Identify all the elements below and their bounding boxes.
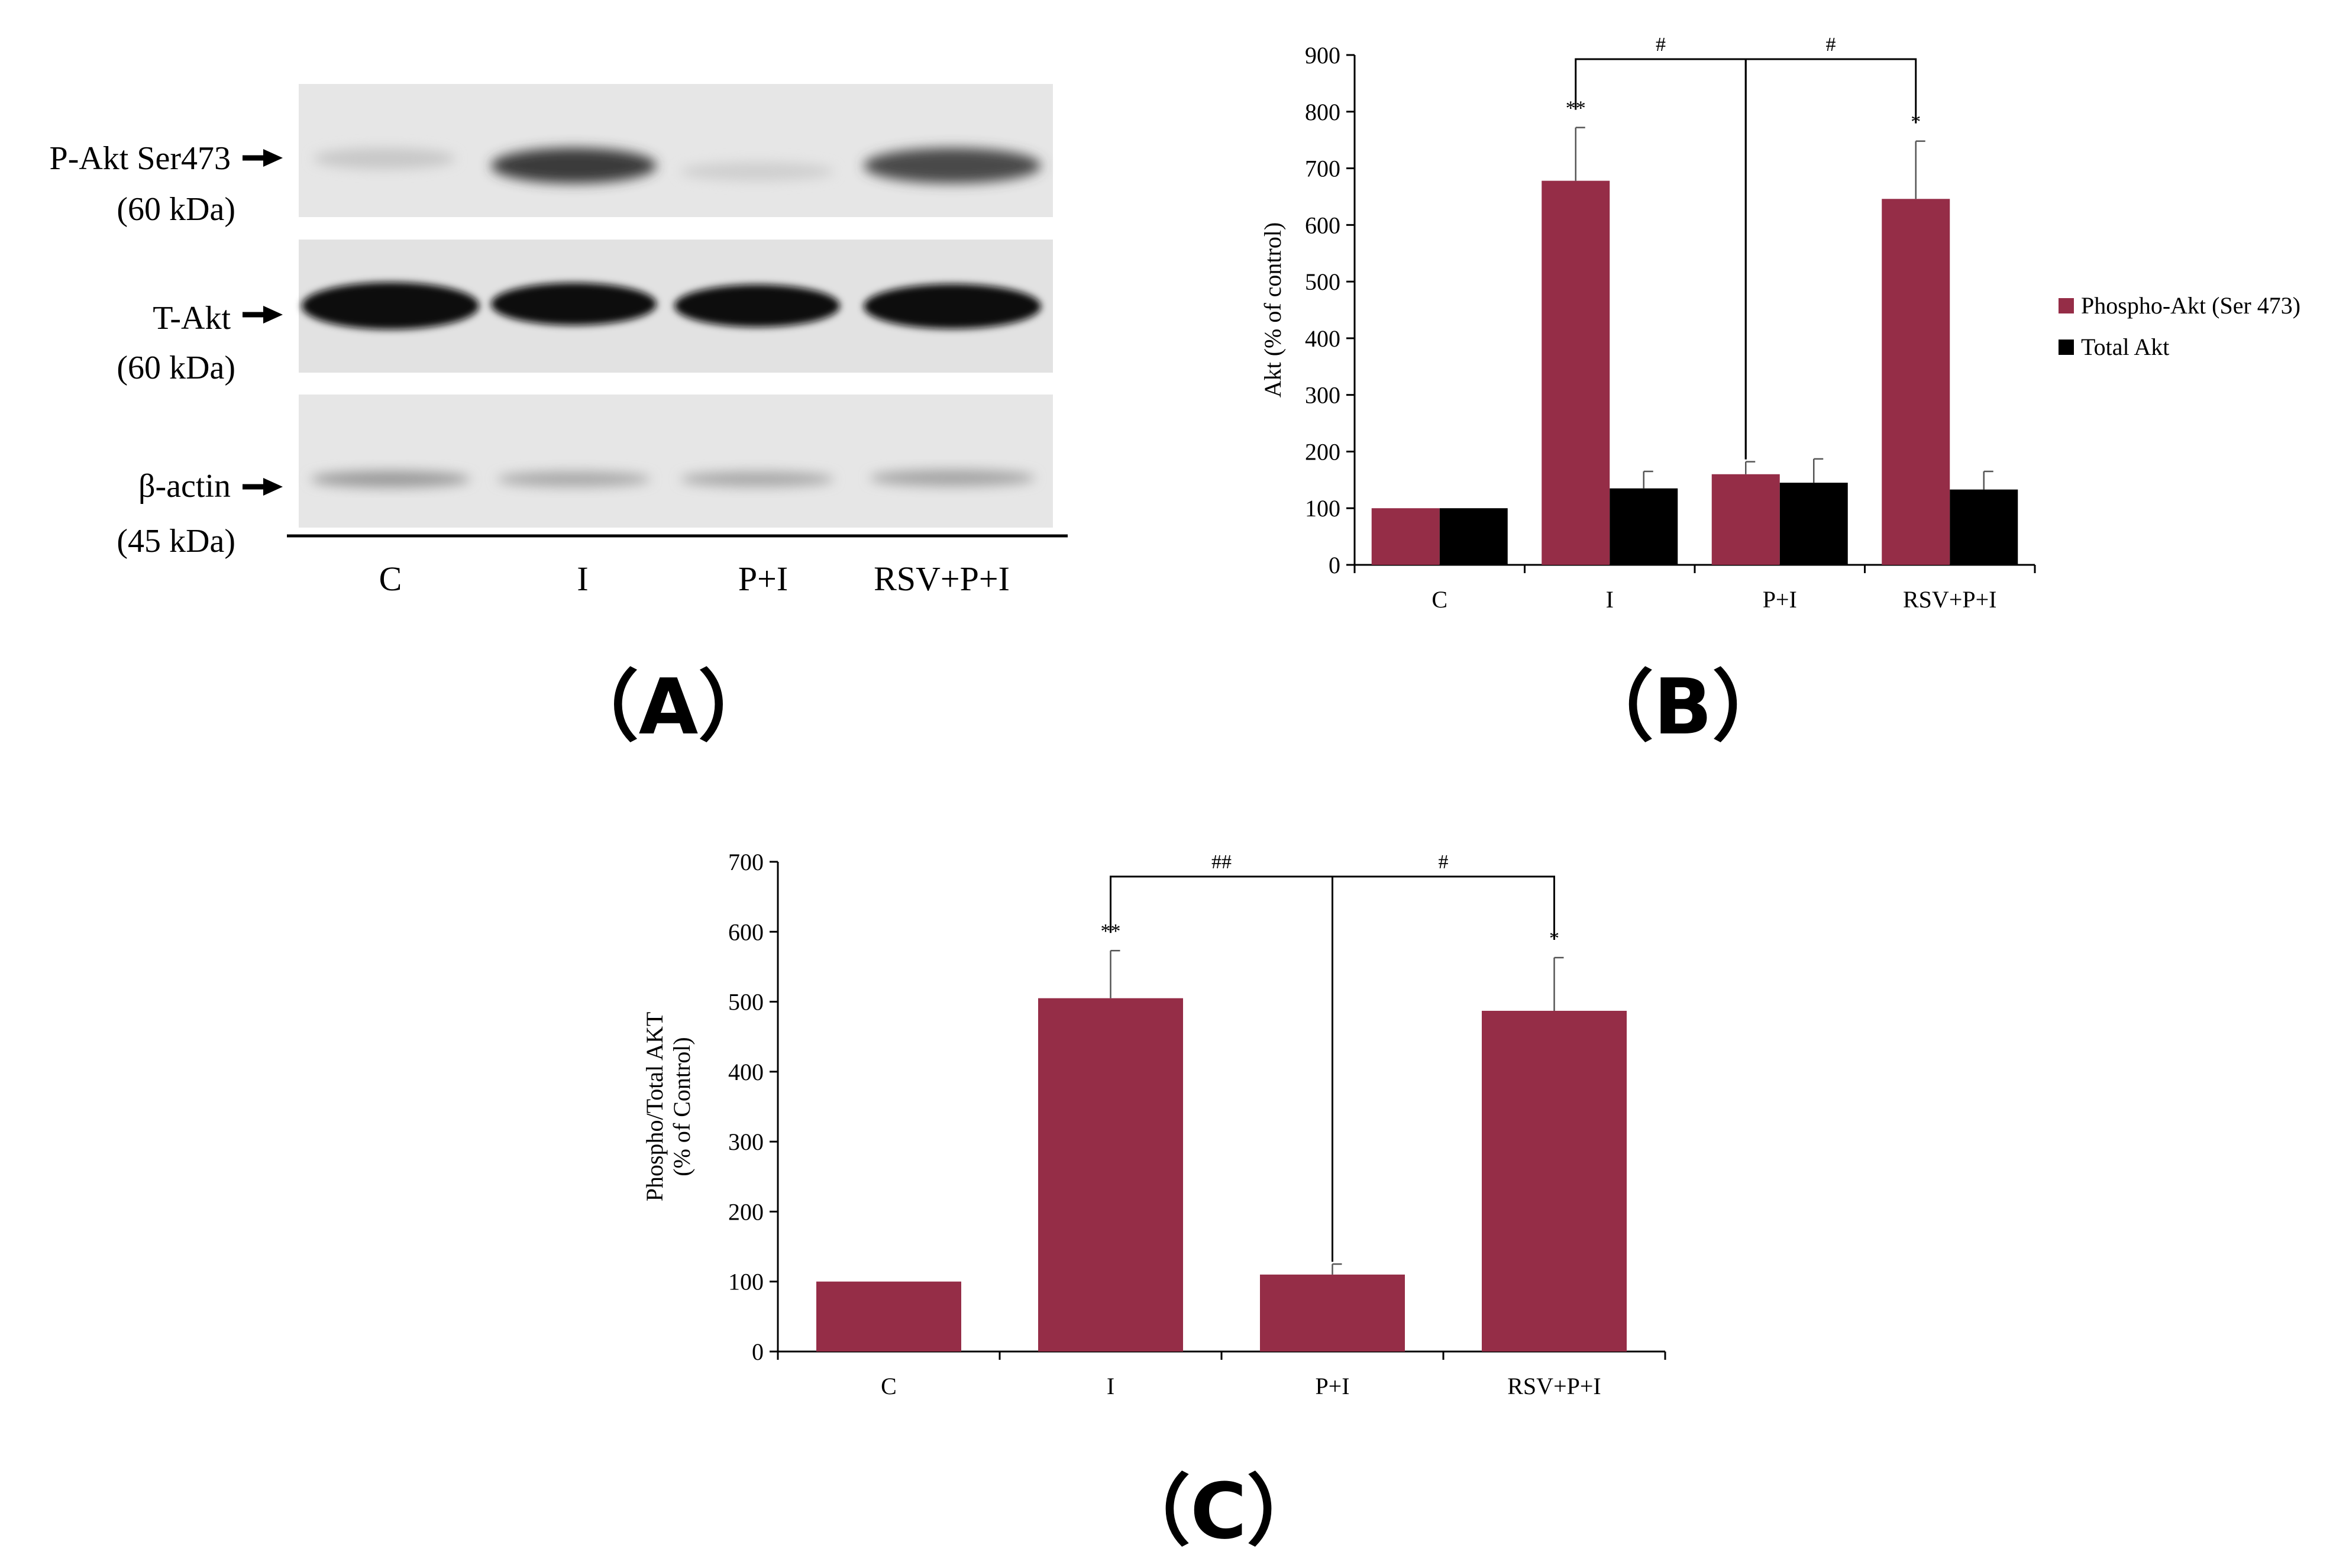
significance-bracket	[1744, 58, 1917, 460]
bracket-label: #	[1439, 851, 1449, 873]
y-tick-label: 0	[1329, 552, 1340, 578]
band-actin-pi	[680, 471, 834, 487]
lane-label-pi: P+I	[738, 560, 788, 598]
bar	[816, 1281, 961, 1352]
x-tick-label: C	[881, 1373, 897, 1399]
x-tick-label: I	[1606, 586, 1614, 613]
band-p-akt-i	[491, 148, 657, 183]
y-tick-label: 700	[1305, 156, 1340, 182]
y-tick-label: 500	[728, 989, 764, 1016]
bands-t-akt	[302, 282, 1041, 329]
legend-swatch	[2059, 298, 2074, 313]
band-actin-i	[497, 471, 651, 487]
legend-swatch	[2059, 340, 2074, 355]
bands-beta-actin	[311, 470, 1035, 487]
arrow-beta-actin	[243, 478, 283, 496]
blot-label-beta-actin: β-actin	[138, 468, 231, 505]
y-tick-label: 200	[728, 1198, 764, 1225]
bar	[1882, 199, 1950, 565]
y-tick-label: 200	[1305, 438, 1340, 465]
y-tick-label: 500	[1305, 269, 1340, 295]
blot-label-p-akt: P-Akt Ser473	[50, 140, 231, 177]
lane-label-i: I	[577, 560, 588, 598]
arrow-t-akt	[243, 306, 283, 324]
western-blot-panel: P-Akt Ser473 (60 kDa) T-Akt (60 kDa) β-a…	[50, 84, 1068, 598]
panel-label-a: （A）	[562, 662, 775, 752]
y-tick-label: 0	[752, 1339, 764, 1365]
band-t-akt-i	[491, 283, 657, 325]
legend-entry: Total Akt	[2081, 334, 2169, 360]
bar	[1950, 489, 2018, 565]
y-tick-label: 400	[728, 1059, 764, 1085]
y-tick-label: 300	[728, 1129, 764, 1155]
bracket-label: ##	[1211, 851, 1232, 873]
y-tick-label: 900	[1305, 42, 1340, 69]
y-tick-label: 700	[728, 849, 764, 875]
band-p-akt-rsv	[864, 148, 1041, 183]
band-p-akt-c	[314, 148, 455, 169]
bar	[1542, 180, 1610, 565]
y-tick-label: 400	[1305, 325, 1340, 352]
y-tick-label: 800	[1305, 99, 1340, 125]
bar	[1482, 1010, 1627, 1352]
y-axis-label: (% of Control)	[668, 1037, 695, 1176]
y-tick-label: 600	[728, 919, 764, 945]
band-t-akt-rsv	[864, 284, 1041, 329]
blot-size-p-akt: (60 kDa)	[117, 191, 235, 228]
significance-bracket	[1332, 875, 1555, 1262]
lane-label-c: C	[379, 560, 402, 598]
bar	[1711, 474, 1780, 565]
bracket-label: #	[1656, 34, 1666, 56]
x-tick-label: I	[1107, 1373, 1114, 1399]
bar	[1779, 483, 1848, 565]
x-tick-label: C	[1431, 586, 1447, 613]
band-t-akt-pi	[674, 284, 840, 327]
bar	[1439, 508, 1508, 565]
x-tick-label: P+I	[1315, 1373, 1349, 1399]
chart-akt-percent-control: 0 100 200 300 400 500 600 700 800 900 C I P+I RSV+P+I…	[1259, 34, 2300, 613]
blot-size-t-akt: (60 kDa)	[117, 350, 235, 386]
band-actin-rsv	[870, 470, 1035, 486]
x-tick-label: RSV+P+I	[1507, 1373, 1601, 1399]
bar	[1038, 998, 1183, 1352]
blot-label-t-akt: T-Akt	[153, 300, 231, 337]
x-tick-label: RSV+P+I	[1903, 586, 1997, 613]
bar	[1260, 1274, 1405, 1352]
panel-label-b: （B）	[1576, 662, 1789, 752]
band-actin-c	[311, 471, 470, 487]
panel-label-c: （C）	[1113, 1466, 1323, 1556]
y-tick-label: 100	[728, 1269, 764, 1295]
y-tick-label: 600	[1305, 212, 1340, 238]
blot-size-beta-actin: (45 kDa)	[117, 523, 235, 560]
legend-entry: Phospho-Akt (Ser 473)	[2081, 292, 2300, 319]
band-p-akt-pi	[680, 162, 834, 181]
band-t-akt-c	[302, 282, 479, 329]
y-axis-label: Phospho/Total AKT	[641, 1012, 668, 1202]
y-tick-label: 300	[1305, 382, 1340, 409]
lane-label-rsv: RSV+P+I	[874, 560, 1010, 598]
y-axis-label: Akt (% of control)	[1259, 222, 1286, 398]
bands-p-akt	[314, 148, 1041, 183]
x-tick-label: P+I	[1763, 586, 1797, 613]
bar	[1371, 508, 1440, 565]
y-tick-label: 100	[1305, 495, 1340, 522]
bar	[1610, 488, 1678, 565]
arrow-p-akt	[243, 149, 283, 167]
bracket-label: #	[1826, 34, 1836, 56]
blot-strip-beta-actin	[299, 395, 1053, 528]
